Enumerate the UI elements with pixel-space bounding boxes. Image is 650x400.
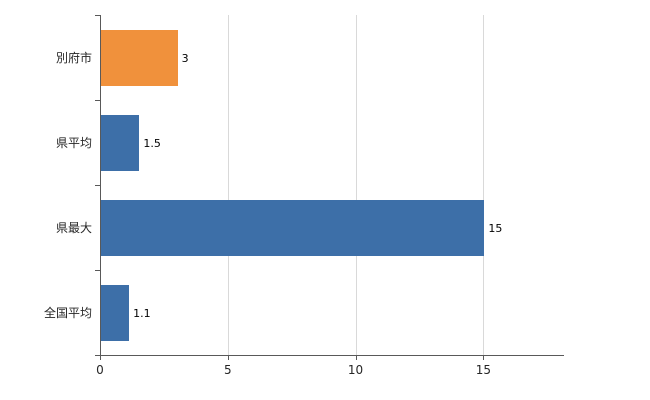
bar-value-label: 1.1: [133, 306, 151, 320]
bar-県最大: [101, 199, 485, 256]
y-tick-mark: [95, 355, 100, 356]
x-axis-line: [96, 355, 564, 356]
category-label: 全国平均: [43, 305, 92, 320]
plot-area: 3 1.5 15 1.1: [100, 15, 560, 355]
x-tick-mark: [227, 355, 229, 360]
bar-全国平均: [101, 284, 130, 341]
gridline-x-5: [227, 15, 229, 355]
category-label: 県最大: [55, 220, 92, 235]
gridline-x-15: [483, 15, 485, 355]
x-tick-label: 5: [223, 363, 232, 377]
bar-value-label: 15: [488, 221, 503, 235]
bar-県平均: [101, 114, 140, 171]
y-tick-mark: [95, 100, 100, 101]
x-tick-label: 10: [347, 363, 364, 377]
x-tick-mark: [483, 355, 485, 360]
y-tick-mark: [95, 185, 100, 186]
x-tick-mark: [100, 355, 101, 360]
bar-value-label: 1.5: [143, 136, 161, 150]
bar-value-label: 3: [181, 51, 189, 65]
x-tick-label: 15: [475, 363, 491, 377]
bar-別府市: [101, 29, 178, 86]
gridline-x-10: [355, 15, 357, 355]
x-tick-label: 0: [96, 363, 104, 377]
category-label: 別府市: [55, 50, 92, 65]
y-tick-mark: [95, 15, 100, 16]
y-tick-mark: [95, 270, 100, 271]
x-tick-mark: [355, 355, 357, 360]
y-axis-line: [100, 15, 101, 356]
category-label: 県平均: [55, 135, 92, 150]
